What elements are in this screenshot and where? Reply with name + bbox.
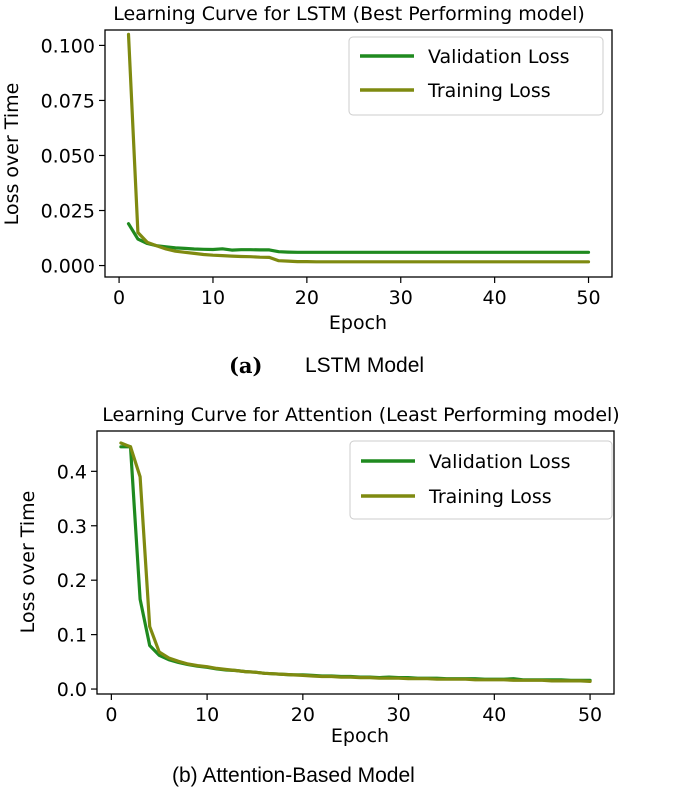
- series-lines: [119, 441, 592, 684]
- chart-title: Learning Curve for LSTM (Best Performing…: [113, 3, 585, 25]
- validation-loss-line: [126, 222, 591, 254]
- axis-ticks: 0 10 20 30 40 50 0.000 0.025 0.050 0.075 0.100: [41, 35, 601, 309]
- chart-title: Learning Curve for Attention (Least Perf…: [102, 404, 619, 426]
- legend: Validation Loss Training Loss: [349, 440, 613, 520]
- x-axis-label: Epoch: [329, 312, 387, 334]
- caption-a-text: LSTM Model: [305, 354, 425, 377]
- training-loss-line: [119, 441, 592, 684]
- x-tick-label: 10: [201, 287, 225, 309]
- y-axis-label: Loss over Time: [1, 83, 23, 226]
- plot-frame: [96, 430, 615, 695]
- legend-label-training: Training Loss: [427, 80, 551, 102]
- x-tick-label: 0: [105, 704, 117, 726]
- axis-ticks: 0 10 20 30 40 50 0.0 0.1 0.2 0.3 0.4: [57, 461, 602, 726]
- y-axis-label: Loss over Time: [17, 491, 39, 634]
- y-tick-label: 0.4: [57, 461, 87, 483]
- legend-box: [349, 440, 613, 520]
- plot-frame: [104, 29, 613, 278]
- y-tick-label: 0.050: [41, 145, 95, 167]
- caption-a-label: (a): [229, 353, 263, 378]
- y-tick-label: 0.100: [41, 35, 95, 57]
- x-tick-label: 50: [576, 287, 600, 309]
- y-tick-label: 0.1: [57, 625, 87, 647]
- y-tick-label: 0.025: [41, 201, 95, 223]
- x-tick-label: 20: [291, 704, 315, 726]
- y-tick-label: 0.000: [41, 256, 95, 278]
- x-tick-label: 0: [113, 287, 125, 309]
- training-loss-line: [126, 32, 591, 264]
- x-tick-label: 50: [578, 704, 602, 726]
- y-tick-label: 0.075: [41, 90, 95, 112]
- x-tick-label: 40: [483, 287, 507, 309]
- legend: Validation Loss Training Loss: [348, 36, 604, 116]
- caption-b-text: (b) Attention-Based Model: [172, 764, 415, 787]
- x-tick-label: 40: [482, 704, 506, 726]
- x-tick-label: 30: [389, 287, 413, 309]
- x-tick-label: 20: [295, 287, 319, 309]
- legend-label-training: Training Loss: [428, 486, 552, 508]
- lstm-learning-curve-chart: Learning Curve for LSTM (Best Performing…: [1, 3, 613, 334]
- x-tick-label: 10: [195, 704, 219, 726]
- series-lines: [126, 32, 591, 264]
- legend-label-validation: Validation Loss: [428, 46, 570, 68]
- y-tick-label: 0.0: [57, 679, 87, 701]
- attention-learning-curve-chart: Learning Curve for Attention (Least Perf…: [17, 404, 620, 747]
- y-tick-label: 0.3: [57, 516, 87, 538]
- x-tick-label: 30: [386, 704, 410, 726]
- x-axis-label: Epoch: [331, 725, 389, 747]
- legend-label-validation: Validation Loss: [429, 451, 571, 473]
- y-tick-label: 0.2: [57, 570, 87, 592]
